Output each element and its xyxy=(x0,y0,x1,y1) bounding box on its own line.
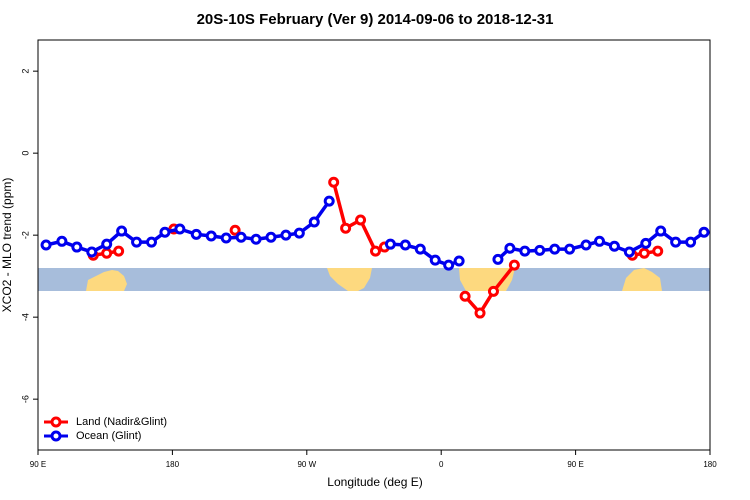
data-point xyxy=(453,255,465,267)
y-tick-label: 2 xyxy=(20,69,30,74)
data-point xyxy=(623,246,635,258)
data-point xyxy=(655,225,667,237)
data-point xyxy=(399,239,411,251)
data-point xyxy=(640,237,652,249)
data-point xyxy=(71,241,83,253)
data-point xyxy=(308,216,320,228)
data-point xyxy=(698,226,710,238)
data-point xyxy=(443,259,455,271)
data-point xyxy=(159,226,171,238)
data-point xyxy=(534,244,546,256)
y-tick-label: 0 xyxy=(20,151,30,156)
data-point xyxy=(384,238,396,250)
chart-title: 20S-10S February (Ver 9) 2014-09-06 to 2… xyxy=(197,11,554,28)
data-point xyxy=(670,236,682,248)
x-tick-label: 90 W xyxy=(297,460,316,469)
data-point xyxy=(265,231,277,243)
data-point xyxy=(101,238,113,250)
x-tick-label: 180 xyxy=(166,460,180,469)
land-shape xyxy=(327,268,372,291)
data-point xyxy=(340,222,352,234)
data-point xyxy=(220,232,232,244)
data-point xyxy=(323,195,335,207)
plot-frame xyxy=(37,39,711,451)
y-tick-label: -6 xyxy=(20,395,30,403)
x-tick-label: 90 E xyxy=(567,460,583,469)
x-tick-label: 90 E xyxy=(30,460,46,469)
data-point xyxy=(580,239,592,251)
data-point xyxy=(638,247,650,259)
data-point xyxy=(492,253,504,265)
y-tick-label: -2 xyxy=(20,231,30,239)
data-point xyxy=(355,214,367,226)
data-point xyxy=(293,227,305,239)
legend-marker xyxy=(50,416,62,428)
legend-label: Ocean (Glint) xyxy=(76,430,141,442)
legend-marker xyxy=(50,430,62,442)
series-line xyxy=(45,200,331,254)
data-point xyxy=(235,231,247,243)
data-point xyxy=(145,236,157,248)
data-point xyxy=(608,240,620,252)
land-shape xyxy=(459,268,515,291)
data-point xyxy=(116,225,128,237)
data-point xyxy=(593,235,605,247)
data-point xyxy=(685,236,697,248)
data-point xyxy=(459,290,471,302)
data-point xyxy=(250,233,262,245)
data-point xyxy=(328,176,340,188)
data-point xyxy=(205,230,217,242)
data-point xyxy=(229,224,241,236)
map-band xyxy=(38,268,710,291)
legend-label: Land (Nadir&Glint) xyxy=(76,416,167,428)
data-point xyxy=(474,307,486,319)
data-point xyxy=(131,236,143,248)
data-point xyxy=(174,223,186,235)
data-point xyxy=(487,285,499,297)
series-line xyxy=(463,263,516,316)
data-point xyxy=(101,247,113,259)
data-point xyxy=(56,235,68,247)
ocean-band xyxy=(38,268,710,291)
data-point xyxy=(519,245,531,257)
data-point xyxy=(564,243,576,255)
data-point xyxy=(190,228,202,240)
data-point xyxy=(429,254,441,266)
x-axis-title: Longitude (deg E) xyxy=(327,475,422,489)
x-tick-label: 0 xyxy=(439,460,444,469)
x-tick-label: 180 xyxy=(703,460,717,469)
land-shape xyxy=(622,268,662,291)
data-point xyxy=(508,259,520,271)
y-tick-label: -4 xyxy=(20,313,30,321)
data-point xyxy=(40,239,52,251)
data-point xyxy=(414,243,426,255)
data-point xyxy=(86,246,98,258)
land-shape xyxy=(86,270,127,291)
data-point xyxy=(504,242,516,254)
data-point xyxy=(369,245,381,257)
data-point xyxy=(549,243,561,255)
data-point xyxy=(113,245,125,257)
y-axis-title: XCO2 - MLO trend (ppm) xyxy=(0,178,14,313)
data-point xyxy=(652,245,664,257)
data-point xyxy=(280,229,292,241)
